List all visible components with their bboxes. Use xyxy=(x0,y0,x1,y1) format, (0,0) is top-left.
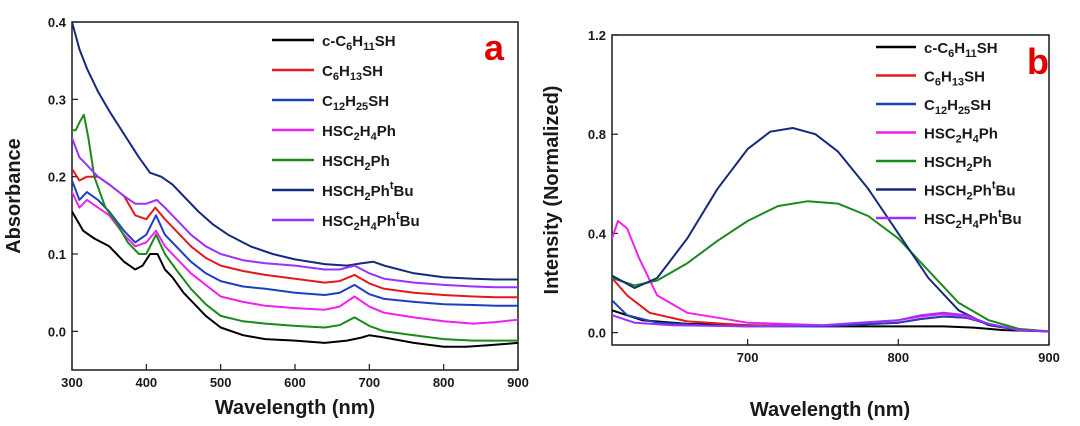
panel-a-y-tick-label: 0.4 xyxy=(48,15,67,30)
panel-b-y-tick-label: 0.0 xyxy=(588,326,606,341)
panel-b-series-line-4 xyxy=(612,200,1049,333)
panel-b-ticks: 700 800 900 0.0 0.4 0.8 1.2 xyxy=(588,28,1060,365)
panel-a-series-line-6 xyxy=(72,137,518,289)
panel-b-series-line-2 xyxy=(612,299,1049,333)
panel-b-x-tick-label: 800 xyxy=(887,350,909,365)
panel-a-x-axis-title: Wavelength (nm) xyxy=(215,397,375,419)
panel-b-legend-label: c-C6H11SH xyxy=(924,40,998,60)
panel-b-label: b xyxy=(1027,41,1049,82)
panel-b-legend-label: C6H13SH xyxy=(924,69,985,89)
panel-a-x-tick-label: 300 xyxy=(61,375,83,390)
panel-a-legend: c-C6H11SH C6H13SH C12H25SH HSC2H4Ph HSCH2Ph H… xyxy=(272,33,420,233)
panel-a-x-tick-label: 700 xyxy=(358,375,380,390)
panel-b-series-line-6 xyxy=(612,311,1049,333)
panel-b-legend-label: HSCH2PhtBu xyxy=(924,180,1015,203)
panel-a-series-line-3 xyxy=(72,191,518,325)
panel-b-legend-label: HSCH2Ph xyxy=(924,154,992,174)
panel-a-x-tick-label: 600 xyxy=(284,375,306,390)
panel-b-plot-frame xyxy=(611,34,1050,346)
panel-b-series-line-0 xyxy=(612,309,1049,333)
panel-b-legend-label: C12H25SH xyxy=(924,97,991,117)
panel-b-legend: c-C6H11SH C6H13SH C12H25SH HSC2H4Ph HSCH2Ph H… xyxy=(876,40,1022,231)
panel-b-y-axis-title: Intensity (Normalized) xyxy=(541,86,563,295)
panel-b-series xyxy=(612,127,1049,333)
panel-b-x-axis-title: Wavelength (nm) xyxy=(750,399,910,421)
panel-b-y-tick-label: 1.2 xyxy=(588,28,606,43)
panel-a-legend-label: HSC2H4PhtBu xyxy=(322,210,420,233)
panel-a-series-line-4 xyxy=(72,113,518,342)
panel-a-y-tick-label: 0.3 xyxy=(48,92,66,107)
panel-b-y-tick-label: 0.8 xyxy=(588,127,606,142)
panel-a-legend-label: C6H13SH xyxy=(322,63,383,83)
panel-a-series xyxy=(72,22,518,348)
panel-b-x-tick-label: 900 xyxy=(1038,350,1060,365)
panel-a-series-line-0 xyxy=(72,210,518,348)
panel-b-series-line-3 xyxy=(612,220,1049,333)
panel-b-y-tick-label: 0.4 xyxy=(588,226,607,241)
panel-a-x-tick-label: 900 xyxy=(507,375,529,390)
panel-a-series-line-5 xyxy=(72,22,518,281)
panel-a-x-tick-label: 500 xyxy=(210,375,232,390)
panel-a-legend-label: HSCH2PhtBu xyxy=(322,180,413,203)
panel-a-series-line-2 xyxy=(72,179,518,307)
panel-b-emission-chart: 700 800 900 0.0 0.4 0.8 1.2 Wavelength (nm) In… xyxy=(541,28,1060,421)
panel-a-ticks: 300 400 500 600 700 800 900 0.0 0.1 0.2 0.3 0.4 xyxy=(48,15,529,390)
panel-a-y-tick-label: 0.1 xyxy=(48,247,66,262)
panel-a-legend-label: c-C6H11SH xyxy=(322,33,396,53)
panel-a-y-axis-title: Absorbance xyxy=(3,138,25,254)
panel-a-y-tick-label: 0.0 xyxy=(48,324,66,339)
panel-b-legend-label: HSC2H4Ph xyxy=(924,126,998,146)
panel-a-legend-label: HSCH2Ph xyxy=(322,153,390,173)
panel-a-absorbance-chart: 300 400 500 600 700 800 900 0.0 0.1 0.2 0.3 0.4 Wav… xyxy=(3,15,529,419)
panel-b-x-tick-label: 700 xyxy=(737,350,759,365)
panel-a-plot-frame xyxy=(71,21,519,371)
panel-a-x-tick-label: 800 xyxy=(433,375,455,390)
panel-a-legend-label: C12H25SH xyxy=(322,93,389,113)
panel-a-x-tick-label: 400 xyxy=(135,375,157,390)
panel-a-y-tick-label: 0.2 xyxy=(48,170,66,185)
panel-b-legend-label: HSC2H4PhtBu xyxy=(924,208,1022,231)
panel-a-label: a xyxy=(484,27,505,68)
panel-a-legend-label: HSC2H4Ph xyxy=(322,123,396,143)
